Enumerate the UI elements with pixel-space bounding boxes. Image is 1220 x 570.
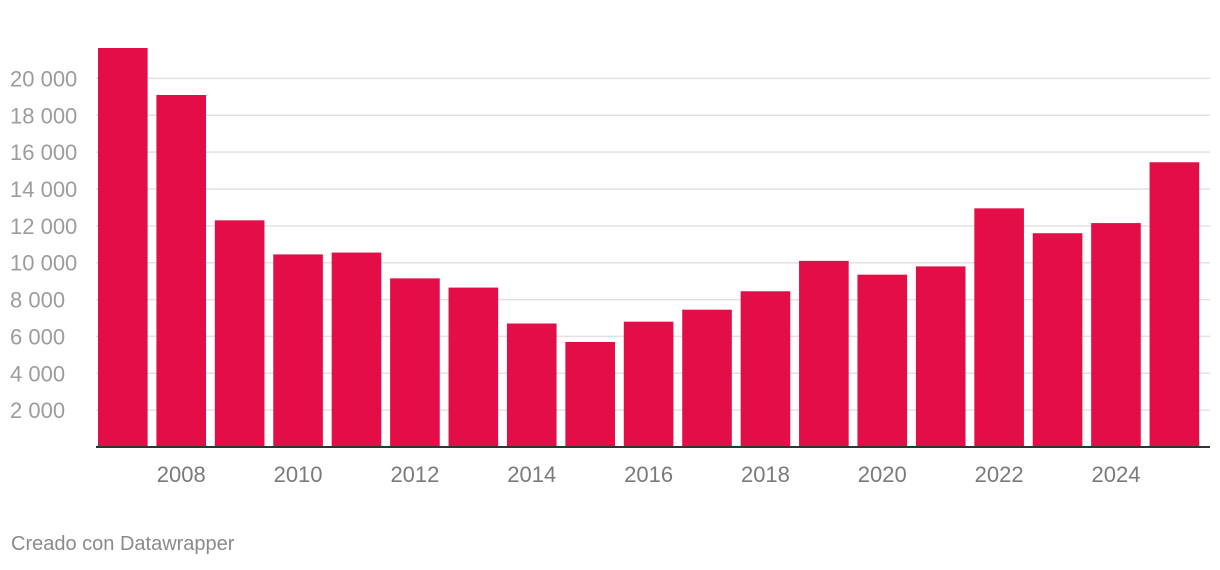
bar-2015 — [565, 341, 615, 447]
bar-2014 — [506, 323, 557, 447]
bar-2019 — [799, 260, 849, 447]
x-axis-ticks: 2008 2010 2012 2014 2016 2018 2020 2022 2024 — [157, 462, 1141, 487]
bar-2024 — [1091, 223, 1141, 447]
bar-2022 — [974, 208, 1024, 447]
bar-2009 — [214, 220, 265, 447]
y-tick-label: 16 000 — [10, 140, 77, 165]
bar-2011 — [331, 252, 382, 447]
y-tick-label: 14 000 — [10, 177, 77, 202]
x-tick-label: 2022 — [975, 462, 1024, 487]
y-tick-label: 6 000 — [10, 324, 65, 349]
bar-2007 — [98, 48, 148, 447]
bar-2020 — [857, 274, 908, 447]
x-tick-label: 2014 — [507, 462, 556, 487]
bar-2023 — [1032, 233, 1083, 447]
bar-2012 — [390, 278, 440, 447]
bar-2010 — [273, 254, 323, 447]
bar-2017 — [682, 309, 732, 447]
x-tick-label: 2012 — [390, 462, 439, 487]
y-tick-label: 10 000 — [10, 251, 77, 276]
y-tick-label: 18 000 — [10, 103, 77, 128]
y-tick-label: 4 000 — [10, 361, 65, 386]
y-axis-ticks: 2 000 4 000 6 000 8 000 10 000 12 000 14 000 16… — [10, 66, 77, 423]
x-tick-label: 2010 — [274, 462, 323, 487]
bar-2018 — [740, 291, 791, 447]
y-tick-label: 20 000 — [10, 66, 77, 91]
x-tick-label: 2008 — [157, 462, 206, 487]
bar-2008 — [156, 95, 207, 447]
bar-chart: 2 000 4 000 6 000 8 000 10 000 12 000 14 000 16… — [10, 48, 1210, 487]
bar-2025 — [1149, 162, 1200, 447]
footer-credit: Creado con Datawrapper — [11, 533, 235, 555]
x-tick-label: 2016 — [624, 462, 673, 487]
bar-2016 — [623, 321, 674, 447]
bar-2021 — [915, 266, 966, 447]
x-tick-label: 2018 — [741, 462, 790, 487]
bars — [98, 48, 1200, 447]
y-tick-label: 2 000 — [10, 398, 65, 423]
y-tick-label: 12 000 — [10, 214, 77, 239]
bar-2013 — [448, 287, 499, 447]
y-tick-label: 8 000 — [10, 288, 65, 313]
x-tick-label: 2024 — [1091, 462, 1140, 487]
x-tick-label: 2020 — [858, 462, 907, 487]
